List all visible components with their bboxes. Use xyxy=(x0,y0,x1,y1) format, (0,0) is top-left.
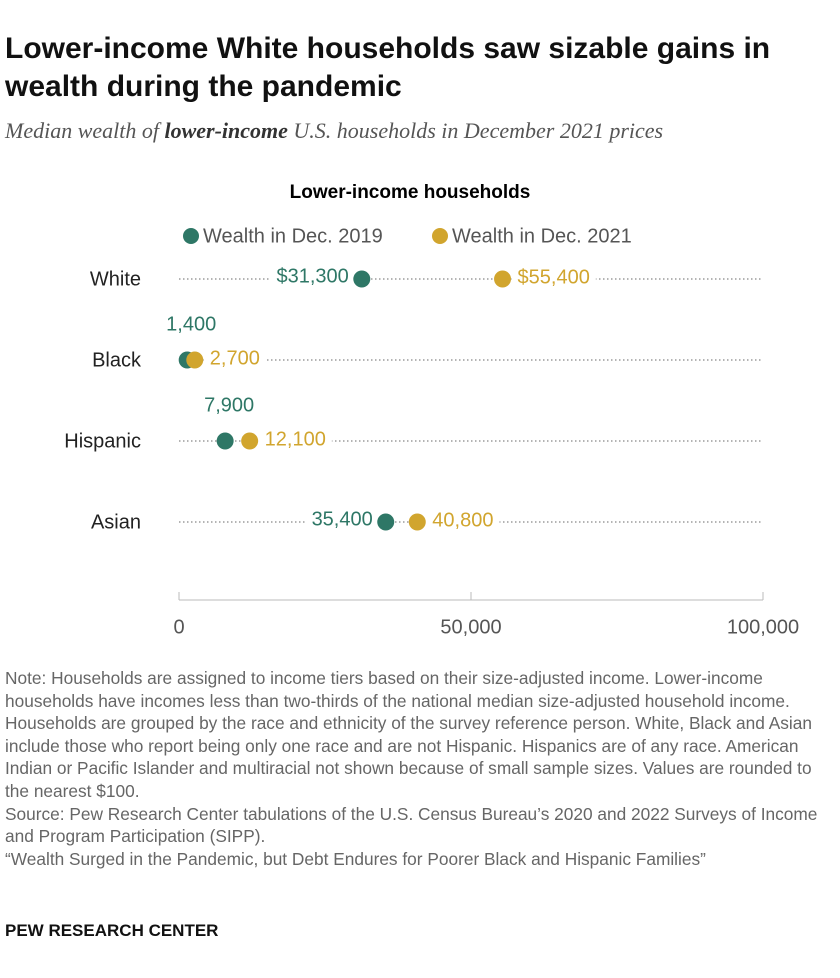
subtitle-emphasis: lower-income xyxy=(164,118,288,143)
label-background xyxy=(270,265,355,288)
legend-label: Wealth in Dec. 2019 xyxy=(203,225,383,247)
label-background xyxy=(305,508,379,531)
dot xyxy=(377,513,395,531)
value-label: $55,400 xyxy=(518,266,590,288)
report: “Wealth Surged in the Pandemic, but Debt… xyxy=(5,848,706,869)
legend-marker xyxy=(432,228,448,244)
guide-lines xyxy=(179,278,763,523)
dot xyxy=(353,270,371,288)
note: Note: Households are assigned to income … xyxy=(5,668,812,801)
dot xyxy=(494,270,512,288)
dot xyxy=(408,513,426,531)
label-background xyxy=(198,394,261,417)
value-label: 1,400 xyxy=(166,313,216,335)
category-label: Asian xyxy=(91,511,141,533)
value-label: $31,300 xyxy=(276,265,348,287)
source: Source: Pew Research Center tabulations … xyxy=(5,803,818,847)
chart-title: Lower-income households xyxy=(290,182,531,203)
value-label: 40,800 xyxy=(432,509,493,531)
label-backgrounds xyxy=(160,265,596,532)
category-label: White xyxy=(90,268,141,290)
subtitle-part: U.S. households in December 2021 prices xyxy=(287,118,664,143)
subtitle-part: Median wealth of xyxy=(5,118,165,143)
legend-marker xyxy=(183,228,199,244)
label-background xyxy=(160,313,223,336)
x-tick-label: 0 xyxy=(173,616,184,638)
category-label: Hispanic xyxy=(64,430,141,452)
title: Lower-income White households saw sizabl… xyxy=(5,32,771,103)
footer: PEW RESEARCH CENTER xyxy=(5,921,219,940)
x-tick-label: 50,000 xyxy=(440,616,501,638)
x-tick-label: 100,000 xyxy=(727,616,799,638)
label-background xyxy=(258,428,332,451)
label-background xyxy=(511,266,596,289)
legend-label: Wealth in Dec. 2021 xyxy=(452,225,632,247)
value-label: 12,100 xyxy=(265,428,326,450)
value-label: 7,900 xyxy=(204,394,254,416)
dot xyxy=(241,432,259,450)
notes: Note: Households are assigned to income … xyxy=(5,667,837,870)
dot xyxy=(216,432,234,450)
chart: Lower-income households Wealth in Dec. 2… xyxy=(64,182,799,638)
label-background xyxy=(203,347,266,370)
label-background xyxy=(426,509,500,532)
dot xyxy=(186,351,204,369)
value-label: 2,700 xyxy=(210,347,260,369)
subtitle: Median wealth of lower-income U.S. house… xyxy=(5,118,663,144)
value-label: 35,400 xyxy=(312,508,373,530)
category-label: Black xyxy=(92,349,142,371)
